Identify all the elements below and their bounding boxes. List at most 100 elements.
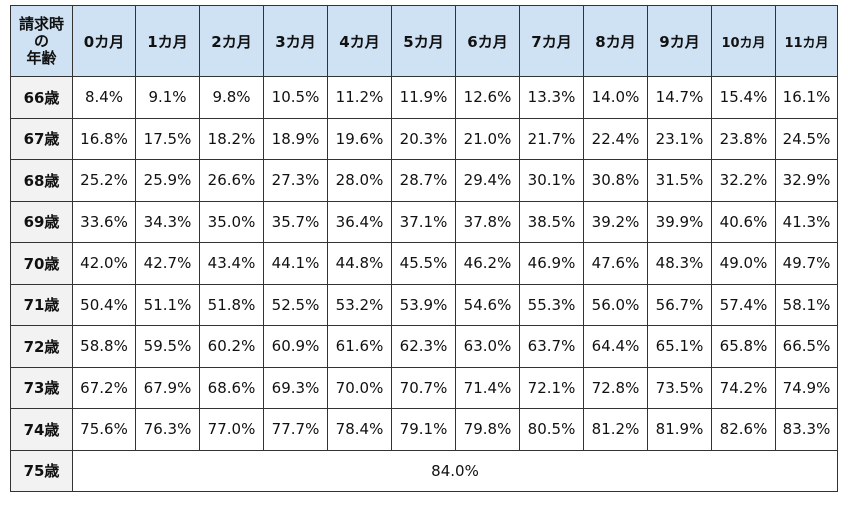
rate-cell: 13.3% [519, 76, 584, 119]
corner-line: 請求時 [18, 14, 64, 33]
corner-line: の [33, 31, 49, 50]
rate-cell: 34.3% [135, 200, 200, 243]
rate-cell: 25.9% [135, 159, 200, 202]
age-cell: 66歳 [10, 76, 73, 119]
table-body: 66歳 8.4% 9.1% 9.8% 10.5% 11.2% 11.9% 12.6% 13.3%… [10, 76, 838, 492]
rate-cell: 20.3% [391, 117, 456, 160]
corner-line: 年齢 [26, 48, 57, 67]
rate-cell: 30.1% [519, 159, 584, 202]
rate-cell: 74.9% [775, 366, 838, 409]
column-header: 4カ月 [327, 5, 392, 77]
table-row: 75歳 84.0% [10, 449, 838, 492]
rate-cell: 44.1% [263, 242, 328, 285]
rate-cell: 22.4% [583, 117, 648, 160]
rate-cell: 18.2% [199, 117, 264, 160]
rate-cell: 18.9% [263, 117, 328, 160]
column-header: 1カ月 [135, 5, 200, 77]
rate-cell: 74.2% [711, 366, 776, 409]
table-row: 73歳 67.2% 67.9% 68.6% 69.3% 70.0% 70.7% 71.4% 72… [10, 366, 838, 409]
rate-cell: 67.2% [72, 366, 136, 409]
rate-cell: 26.6% [199, 159, 264, 202]
rate-cell: 51.1% [135, 283, 200, 326]
rate-cell: 81.9% [647, 408, 712, 451]
rate-cell: 46.9% [519, 242, 584, 285]
rate-cell: 62.3% [391, 325, 456, 368]
rate-cell: 76.3% [135, 408, 200, 451]
rate-cell: 14.7% [647, 76, 712, 119]
rate-cell: 69.3% [263, 366, 328, 409]
rate-cell: 33.6% [72, 200, 136, 243]
rate-cell: 21.7% [519, 117, 584, 160]
rate-cell: 72.1% [519, 366, 584, 409]
corner-header: 請求時 の 年齢 [10, 5, 73, 77]
age-cell: 75歳 [10, 449, 73, 492]
column-header: 6カ月 [455, 5, 520, 77]
column-header: 9カ月 [647, 5, 712, 77]
column-header: 5カ月 [391, 5, 456, 77]
merged-rate-cell: 84.0% [72, 449, 838, 492]
rate-cell: 61.6% [327, 325, 392, 368]
rate-cell: 32.9% [775, 159, 838, 202]
rate-cell: 80.5% [519, 408, 584, 451]
rate-cell: 38.5% [519, 200, 584, 243]
rate-cell: 48.3% [647, 242, 712, 285]
rate-cell: 63.7% [519, 325, 584, 368]
rate-cell: 75.6% [72, 408, 136, 451]
rate-cell: 47.6% [583, 242, 648, 285]
rate-cell: 28.7% [391, 159, 456, 202]
rate-cell: 53.9% [391, 283, 456, 326]
rate-cell: 27.3% [263, 159, 328, 202]
rate-cell: 58.1% [775, 283, 838, 326]
rate-cell: 15.4% [711, 76, 776, 119]
rate-cell: 57.4% [711, 283, 776, 326]
rate-cell: 60.9% [263, 325, 328, 368]
rate-cell: 54.6% [455, 283, 520, 326]
rate-cell: 23.8% [711, 117, 776, 160]
rate-cell: 16.8% [72, 117, 136, 160]
rate-cell: 77.0% [199, 408, 264, 451]
rate-cell: 66.5% [775, 325, 838, 368]
rate-cell: 49.7% [775, 242, 838, 285]
rate-cell: 82.6% [711, 408, 776, 451]
column-header: 11カ月 [775, 5, 838, 77]
rate-cell: 12.6% [455, 76, 520, 119]
rate-cell: 14.0% [583, 76, 648, 119]
rate-cell: 40.6% [711, 200, 776, 243]
table-row: 68歳 25.2% 25.9% 26.6% 27.3% 28.0% 28.7% 29.4% 30… [10, 159, 838, 202]
rate-cell: 53.2% [327, 283, 392, 326]
rate-cell: 73.5% [647, 366, 712, 409]
rate-cell: 56.7% [647, 283, 712, 326]
rate-cell: 9.8% [199, 76, 264, 119]
rate-cell: 72.8% [583, 366, 648, 409]
rate-cell: 52.5% [263, 283, 328, 326]
rate-cell: 39.9% [647, 200, 712, 243]
rate-cell: 71.4% [455, 366, 520, 409]
rate-cell: 70.7% [391, 366, 456, 409]
rate-cell: 41.3% [775, 200, 838, 243]
rate-cell: 35.0% [199, 200, 264, 243]
table-row: 72歳 58.8% 59.5% 60.2% 60.9% 61.6% 62.3% 63.0% 63… [10, 325, 838, 368]
column-header: 0カ月 [72, 5, 136, 77]
table-row: 69歳 33.6% 34.3% 35.0% 35.7% 36.4% 37.1% 37.8% 38… [10, 200, 838, 243]
age-cell: 68歳 [10, 159, 73, 202]
rate-cell: 77.7% [263, 408, 328, 451]
rate-cell: 45.5% [391, 242, 456, 285]
table-row: 66歳 8.4% 9.1% 9.8% 10.5% 11.2% 11.9% 12.6% 13.3%… [10, 76, 838, 119]
rate-cell: 11.9% [391, 76, 456, 119]
rate-cell: 19.6% [327, 117, 392, 160]
age-cell: 70歳 [10, 242, 73, 285]
rate-cell: 63.0% [455, 325, 520, 368]
column-header: 8カ月 [583, 5, 648, 77]
rate-cell: 10.5% [263, 76, 328, 119]
column-header: 3カ月 [263, 5, 328, 77]
rate-cell: 55.3% [519, 283, 584, 326]
rate-cell: 37.1% [391, 200, 456, 243]
rate-cell: 65.1% [647, 325, 712, 368]
rate-cell: 42.7% [135, 242, 200, 285]
rate-cell: 65.8% [711, 325, 776, 368]
age-cell: 72歳 [10, 325, 73, 368]
rate-cell: 51.8% [199, 283, 264, 326]
table-row: 70歳 42.0% 42.7% 43.4% 44.1% 44.8% 45.5% 46.2% 46… [10, 242, 838, 285]
rate-cell: 21.0% [455, 117, 520, 160]
rate-cell: 9.1% [135, 76, 200, 119]
